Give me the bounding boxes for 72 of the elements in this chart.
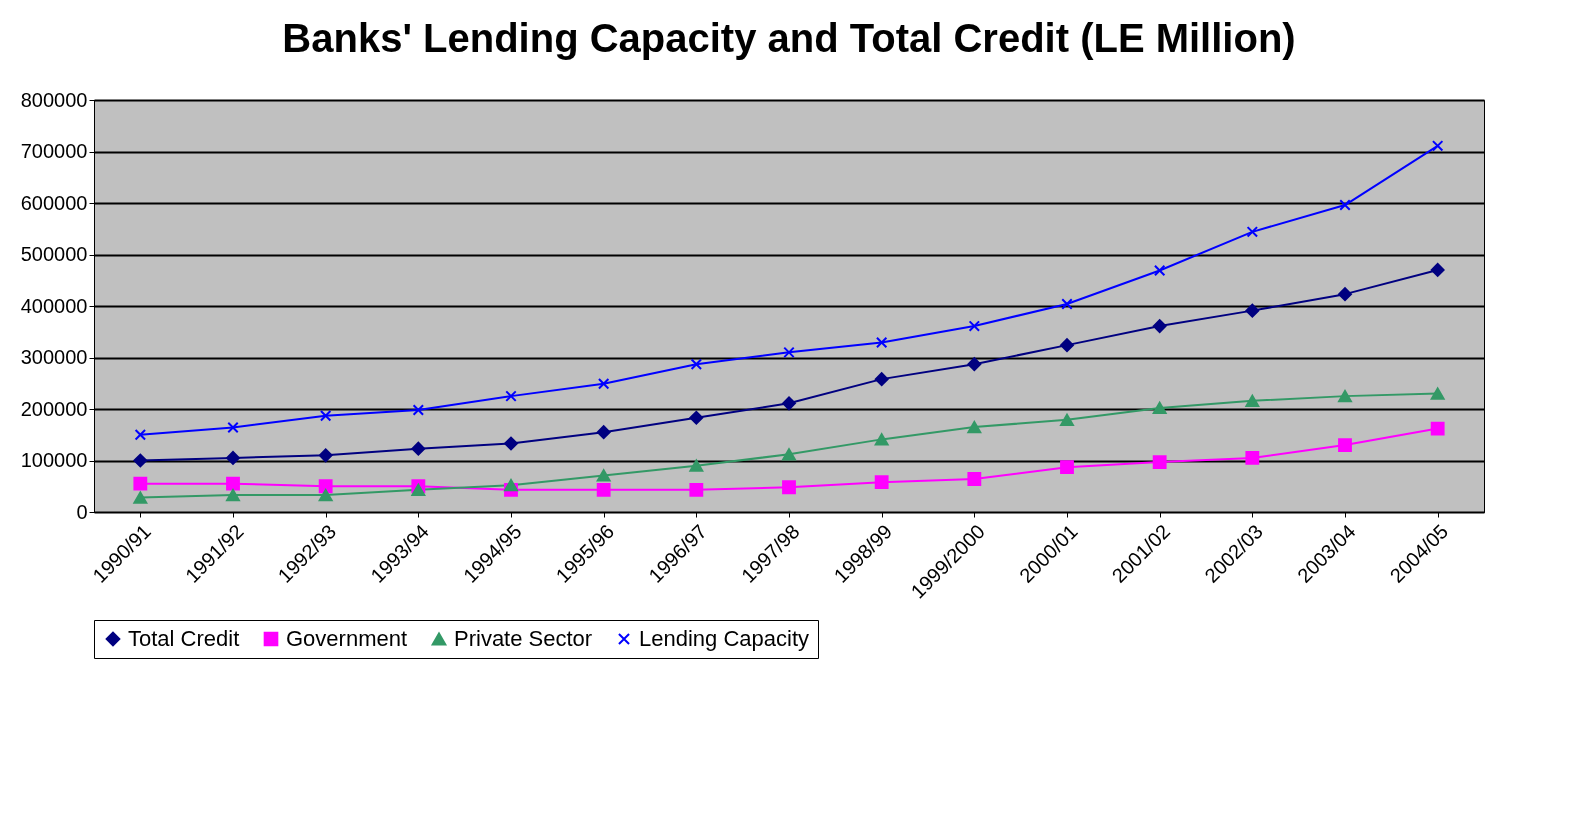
y-tick-label: 100000 xyxy=(20,449,88,471)
point xyxy=(134,429,147,441)
point xyxy=(597,378,610,390)
point xyxy=(783,346,795,359)
point xyxy=(875,336,888,349)
point xyxy=(1153,264,1166,277)
y-tick-label: 200000 xyxy=(20,397,88,420)
point xyxy=(1245,303,1260,318)
point xyxy=(1152,401,1167,415)
point xyxy=(782,448,796,461)
chart-title: Banks' Lending Capacity and Total Credit (LE Million) xyxy=(282,16,1296,60)
point xyxy=(1061,298,1073,310)
point xyxy=(133,491,148,504)
y-tick-label: 0 xyxy=(76,500,88,523)
point xyxy=(596,425,611,440)
point xyxy=(1152,455,1167,469)
point xyxy=(318,488,333,502)
y-tick-label: 400000 xyxy=(20,294,88,317)
point xyxy=(133,453,148,468)
point xyxy=(968,320,981,332)
point xyxy=(505,390,517,402)
point xyxy=(1430,263,1445,277)
point xyxy=(1339,199,1351,211)
point xyxy=(319,409,332,422)
point xyxy=(596,482,611,497)
point xyxy=(689,482,704,497)
point xyxy=(226,451,240,465)
y-tick-label: 800000 xyxy=(20,88,88,111)
point xyxy=(504,479,518,492)
point xyxy=(133,476,148,491)
point xyxy=(1430,387,1445,400)
point xyxy=(318,448,333,463)
point xyxy=(874,475,889,490)
point xyxy=(1060,338,1074,353)
point xyxy=(504,436,518,451)
point xyxy=(874,372,889,387)
point xyxy=(1430,421,1445,436)
point xyxy=(1338,438,1352,452)
point xyxy=(967,357,982,372)
y-tick-label: 300000 xyxy=(20,346,88,368)
y-tick-label: 500000 xyxy=(20,243,88,265)
point xyxy=(1060,413,1074,426)
point xyxy=(411,483,426,496)
point xyxy=(689,410,704,425)
y-tick-label: 700000 xyxy=(20,140,88,162)
point xyxy=(1338,390,1352,403)
point xyxy=(874,433,889,446)
point xyxy=(967,472,982,486)
point xyxy=(226,476,240,491)
point xyxy=(318,479,333,494)
point xyxy=(689,459,704,472)
point xyxy=(411,441,426,456)
point xyxy=(1338,287,1352,302)
legend-label: Total Credit xyxy=(128,626,240,651)
point xyxy=(412,404,425,416)
point xyxy=(227,421,239,434)
point xyxy=(226,488,240,502)
legend-label: Lending Capacity xyxy=(639,626,810,651)
point xyxy=(782,480,796,495)
point xyxy=(1152,319,1167,333)
legend-label: Government xyxy=(286,626,408,651)
point xyxy=(1245,451,1260,465)
point xyxy=(596,469,611,482)
point xyxy=(1431,140,1444,152)
point xyxy=(782,396,796,411)
legend-label: Private Sector xyxy=(454,626,593,651)
point xyxy=(967,420,982,434)
point xyxy=(1246,226,1259,238)
point xyxy=(690,358,703,370)
y-tick-label: 600000 xyxy=(20,191,88,214)
point xyxy=(1245,394,1260,407)
point xyxy=(1060,460,1074,475)
